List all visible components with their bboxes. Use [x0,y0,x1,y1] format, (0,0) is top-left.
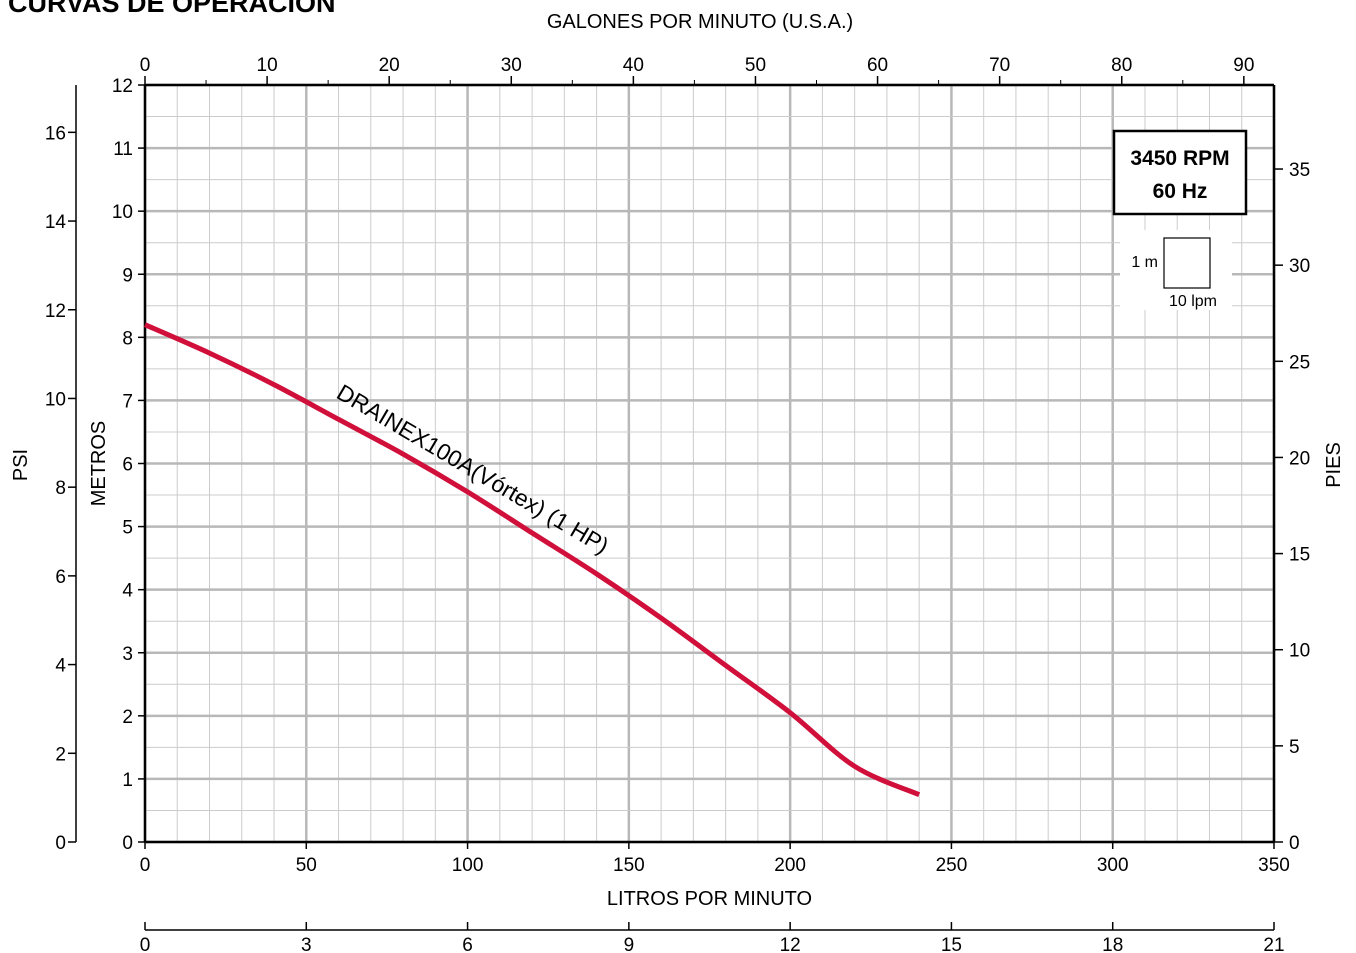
x-tick-label: 200 [774,855,806,876]
series-line-0 [143,322,921,797]
feet-tick-label: 20 [1289,448,1310,469]
x-tick-label: 100 [452,855,484,876]
x-axis-label: LITROS POR MINUTO [607,888,812,910]
x-bottom2-tick-label: 12 [780,935,801,953]
y-tick-label: 6 [122,455,133,476]
x-bottom2-tick-label: 6 [462,935,473,953]
y-tick-label: 2 [122,707,133,728]
rpm-box-line2: 60 Hz [1153,180,1208,203]
scale-key-vertical: 1 m [1131,254,1158,271]
x-bottom2-tick-label: 9 [624,935,635,953]
psi-tick-label: 4 [55,656,66,677]
x-tick-label: 300 [1097,855,1129,876]
x-tick-label: 250 [936,855,968,876]
x-top-tick-label: 20 [379,55,400,76]
feet-tick-label: 15 [1289,545,1310,566]
x-bottom2-tick-label: 21 [1263,935,1284,953]
rpm-box [1112,129,1248,216]
x-top-tick-label: 0 [140,55,151,76]
y-tick-label: 4 [122,581,133,602]
feet-axis-label: PIES [1323,442,1345,488]
scale-key-square [1163,237,1211,289]
psi-tick-label: 16 [45,123,66,144]
x-top-tick-label: 80 [1111,55,1132,76]
psi-tick-label: 6 [55,567,66,588]
x-bottom2-tick-label: 15 [941,935,962,953]
psi-tick-label: 2 [55,744,66,765]
x-tick-label: 150 [613,855,645,876]
series-label-0: DRAINEX100A(Vórtex) (1 HP) [332,379,613,559]
y-tick-label: 10 [112,202,133,223]
x-top-axis-label: GALONES POR MINUTO (U.S.A.) [547,11,853,33]
feet-tick-label: 35 [1289,160,1310,181]
feet-tick-label: 25 [1289,352,1310,373]
x-top-tick-label: 30 [501,55,522,76]
chart-title: CURVAS DE OPERACION [8,0,336,18]
y-tick-label: 5 [122,518,133,539]
grid-lines [143,83,1276,844]
x-tick-label: 0 [140,855,151,876]
y-tick-label: 1 [122,770,133,791]
x-top-tick-label: 50 [745,55,766,76]
feet-tick-label: 5 [1289,737,1300,758]
x-tick-label: 50 [296,855,317,876]
psi-tick-label: 12 [45,301,66,322]
x-top-tick-label: 60 [867,55,888,76]
x-top-tick-label: 90 [1233,55,1254,76]
feet-tick-label: 10 [1289,641,1310,662]
rpm-box-line1: 3450 RPM [1130,147,1229,170]
y-axis-label: METROS [88,421,110,507]
x-top-tick-label: 70 [989,55,1010,76]
y-tick-label: 3 [122,644,133,665]
psi-axis-label: PSI [10,449,32,481]
psi-tick-label: 8 [55,478,66,499]
x-bottom2-tick-label: 3 [301,935,312,953]
x-tick-label: 350 [1258,855,1290,876]
feet-tick-label: 30 [1289,256,1310,277]
x-top-tick-label: 10 [257,55,278,76]
y-tick-label: 12 [112,76,133,97]
x-top-tick-label: 40 [623,55,644,76]
y-tick-label: 9 [122,265,133,286]
feet-tick-label: 0 [1289,833,1300,854]
annotations: 3450 RPM 60 Hz 1 m 10 lpm [1112,129,1248,310]
x-bottom2-tick-label: 18 [1102,935,1123,953]
y-tick-label: 8 [122,328,133,349]
y-tick-label: 7 [122,391,133,412]
psi-tick-label: 10 [45,389,66,410]
psi-tick-label: 14 [45,212,67,233]
y-tick-label: 11 [113,139,133,160]
psi-tick-label: 0 [55,833,66,854]
scale-key-horizontal: 10 lpm [1169,293,1217,310]
x-bottom2-tick-label: 0 [140,935,151,953]
y-tick-label: 0 [122,833,133,854]
